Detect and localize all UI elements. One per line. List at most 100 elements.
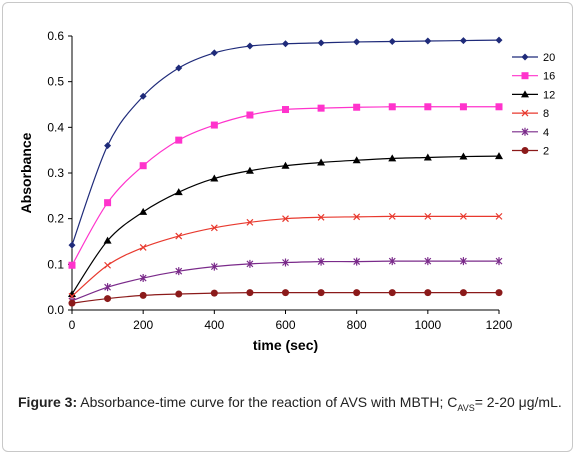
data-point-20 [104,142,112,150]
data-point-4 [459,257,467,266]
caption-text-end: = 2-20 μg/mL. [474,394,562,410]
series-line-12 [71,155,500,295]
data-point-8 [495,212,503,220]
data-point-8 [246,218,254,226]
data-point-12 [245,166,254,174]
y-tick-label: 0.1 [47,257,64,271]
data-point-4 [246,259,254,268]
data-point-16 [175,136,183,144]
data-point-20 [175,64,183,72]
legend-label-16: 16 [543,71,555,83]
series-line-8 [71,215,499,297]
data-point-4 [317,257,325,266]
data-point-2 [175,290,183,298]
y-axis-label: Absorbance [18,132,34,213]
data-point-20 [246,42,254,50]
data-point-12 [423,153,432,161]
data-point-12 [174,188,183,196]
data-point-16 [246,111,254,119]
caption-label: Figure 3: [18,394,78,410]
y-tick-label: 0.2 [47,212,64,226]
data-point-20 [139,92,147,100]
data-point-16 [282,106,289,114]
legend-label-8: 8 [543,108,549,120]
legend-label-4: 4 [543,127,549,139]
legend-label-20: 20 [543,52,555,64]
data-point-8 [210,224,218,232]
data-point-20 [68,241,76,249]
data-point-4 [495,257,503,266]
data-point-12 [103,236,112,244]
data-point-12 [281,161,290,169]
y-tick-label: 0.4 [47,120,64,134]
legend-marker-8 [521,109,529,117]
data-point-20 [282,40,289,48]
data-point-4 [104,283,112,292]
legend-label-2: 2 [543,146,549,158]
x-tick-label: 400 [204,318,224,332]
absorbance-time-chart: 0 200 400 600 800 1000 1200 0.0 0.1 0.2 0.3 0.4 0.5 0… [18,29,555,353]
legend-marker-20 [521,53,529,61]
series-line-20 [71,39,500,246]
data-point-20 [424,37,432,45]
y-tick-label: 0.5 [47,75,64,89]
data-point-16 [210,121,218,129]
data-point-8 [282,215,289,223]
data-point-8 [353,213,361,221]
x-tick-label: 1000 [414,318,441,332]
y-tick-label: 0.0 [47,303,64,317]
data-point-20 [317,39,325,47]
figure-frame [2,2,573,452]
x-axis-label: time (sec) [253,337,318,353]
data-point-4 [424,257,432,266]
data-point-8 [139,244,147,251]
data-point-20 [459,37,467,45]
data-point-8 [317,213,325,221]
data-point-2 [495,289,503,297]
data-point-4 [388,257,396,266]
figure-caption: Figure 3: Absorbance-time curve for the … [18,393,563,417]
x-tick-label: 1200 [486,318,513,332]
x-tick-label: 600 [275,318,295,332]
data-point-2 [317,289,325,297]
legend-label-12: 12 [543,89,555,101]
data-point-16 [104,199,112,207]
data-point-16 [495,103,503,111]
data-point-4 [282,258,289,267]
data-point-12 [139,207,148,215]
data-point-16 [139,162,147,170]
data-point-2 [388,289,396,297]
data-point-2 [210,289,218,297]
data-point-16 [388,103,396,111]
data-point-16 [353,103,361,111]
data-point-8 [175,232,183,240]
data-point-2 [353,289,361,297]
data-point-4 [175,267,183,276]
data-point-20 [353,38,361,46]
data-point-12 [352,156,361,164]
data-point-8 [459,212,467,220]
legend-marker-12 [521,90,529,98]
data-point-12 [317,158,326,166]
data-point-2 [68,299,76,307]
data-point-16 [459,103,467,111]
data-point-12 [459,152,468,160]
data-point-16 [424,103,432,111]
caption-text: Absorbance-time curve for the reaction o… [77,394,458,410]
data-point-2 [459,289,467,297]
data-point-4 [139,274,147,283]
data-point-20 [388,37,396,45]
data-point-8 [104,261,112,269]
data-point-4 [353,257,361,266]
y-tick-label: 0.3 [47,166,64,180]
data-point-12 [388,154,397,162]
x-tick-label: 0 [69,318,76,332]
data-point-16 [68,261,76,269]
legend-marker-16 [521,72,529,80]
data-point-2 [424,289,432,297]
legend-marker-2 [521,147,529,154]
data-point-20 [210,49,218,57]
data-point-12 [210,174,219,182]
data-point-2 [104,295,112,303]
data-point-20 [495,36,503,44]
